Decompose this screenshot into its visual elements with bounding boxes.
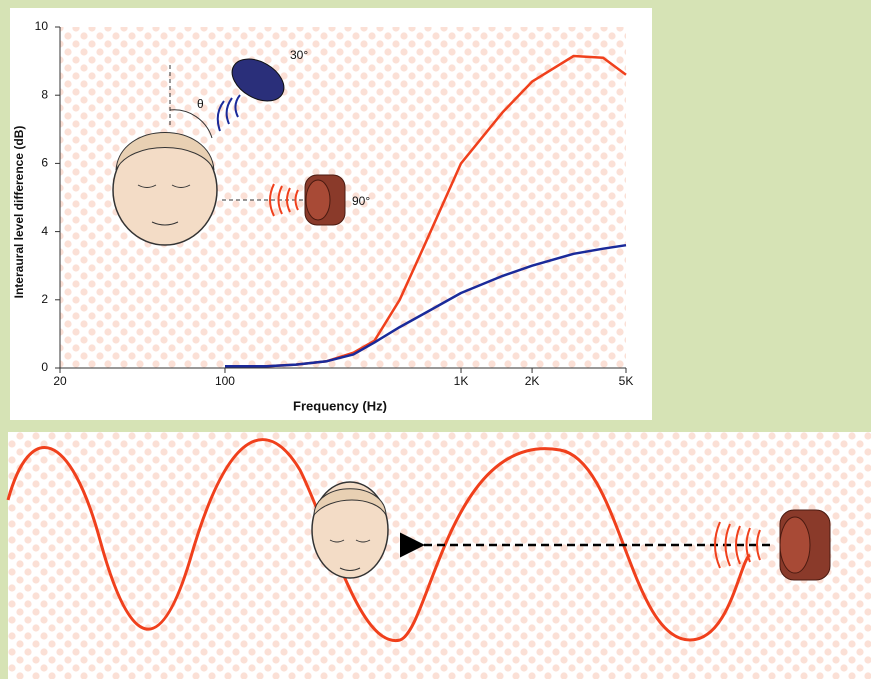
y-axis-label: Interaural level difference (dB) [12, 126, 26, 299]
angle-label: θ [197, 97, 204, 111]
slide: θ 30° 90° Frequency (Hz) Interaural leve… [0, 0, 871, 679]
series-label: 30° [290, 48, 308, 62]
y-tick-label: 10 [35, 19, 49, 33]
x-tick-label: 2K [525, 374, 540, 388]
y-tick-label: 6 [41, 156, 48, 170]
x-tick-label: 1K [454, 374, 469, 388]
head-bottom [312, 482, 388, 578]
x-tick-label: 100 [215, 374, 235, 388]
y-tick-label: 4 [41, 224, 48, 238]
head-top [113, 133, 217, 246]
x-axis-label: Frequency (Hz) [293, 398, 387, 413]
y-tick-label: 2 [41, 292, 48, 306]
y-tick-label: 8 [41, 87, 48, 101]
x-tick-label: 20 [53, 374, 67, 388]
x-tick-label: 5K [619, 374, 634, 388]
y-tick-label: 0 [41, 360, 48, 374]
series-label: 90° [352, 194, 370, 208]
